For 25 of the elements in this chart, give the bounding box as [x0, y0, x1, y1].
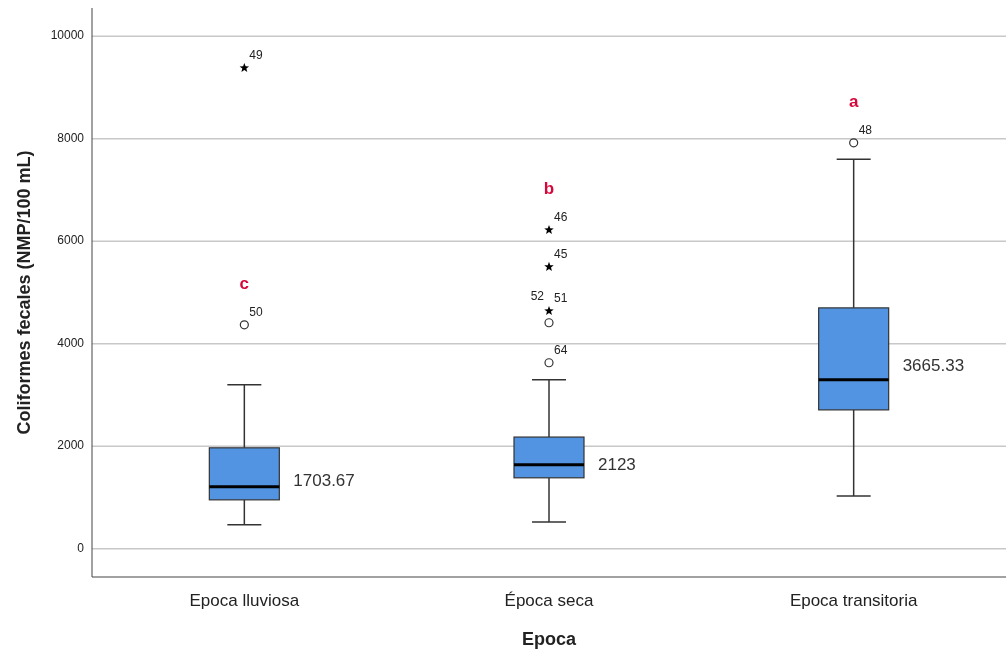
- annotation: 50: [249, 304, 264, 319]
- y-tick-label: 0: [77, 540, 85, 555]
- y-axis-title: Coliformes fecales (NMP/100 mL): [14, 150, 34, 435]
- y-tick-label: 6000: [57, 233, 85, 248]
- annotation: 51: [554, 290, 568, 305]
- y-tick-label: 4000: [57, 335, 85, 350]
- annotation: 45: [554, 246, 568, 261]
- annotation: a: [848, 92, 859, 112]
- x-tick-label: Epoca lluviosa: [189, 591, 300, 610]
- annotation: 64: [554, 342, 568, 357]
- x-axis-title: Epoca: [521, 629, 577, 649]
- annotation: c: [239, 274, 250, 294]
- annotation: 46: [554, 209, 568, 224]
- annotation: 52: [530, 288, 545, 303]
- x-tick-label: Época seca: [504, 591, 594, 610]
- annotation: 1703.67: [293, 471, 355, 491]
- annotation: 49: [249, 47, 264, 62]
- annotation: 2123: [598, 454, 636, 474]
- y-tick-label: 8000: [57, 130, 85, 145]
- x-tick-label: Epoca transitoria: [789, 591, 918, 610]
- y-tick-label: 10000: [50, 28, 85, 43]
- annotation: 3665.33: [902, 356, 965, 376]
- y-tick-label: 2000: [57, 438, 85, 453]
- annotation: 48: [858, 122, 873, 137]
- annotation: b: [543, 179, 555, 199]
